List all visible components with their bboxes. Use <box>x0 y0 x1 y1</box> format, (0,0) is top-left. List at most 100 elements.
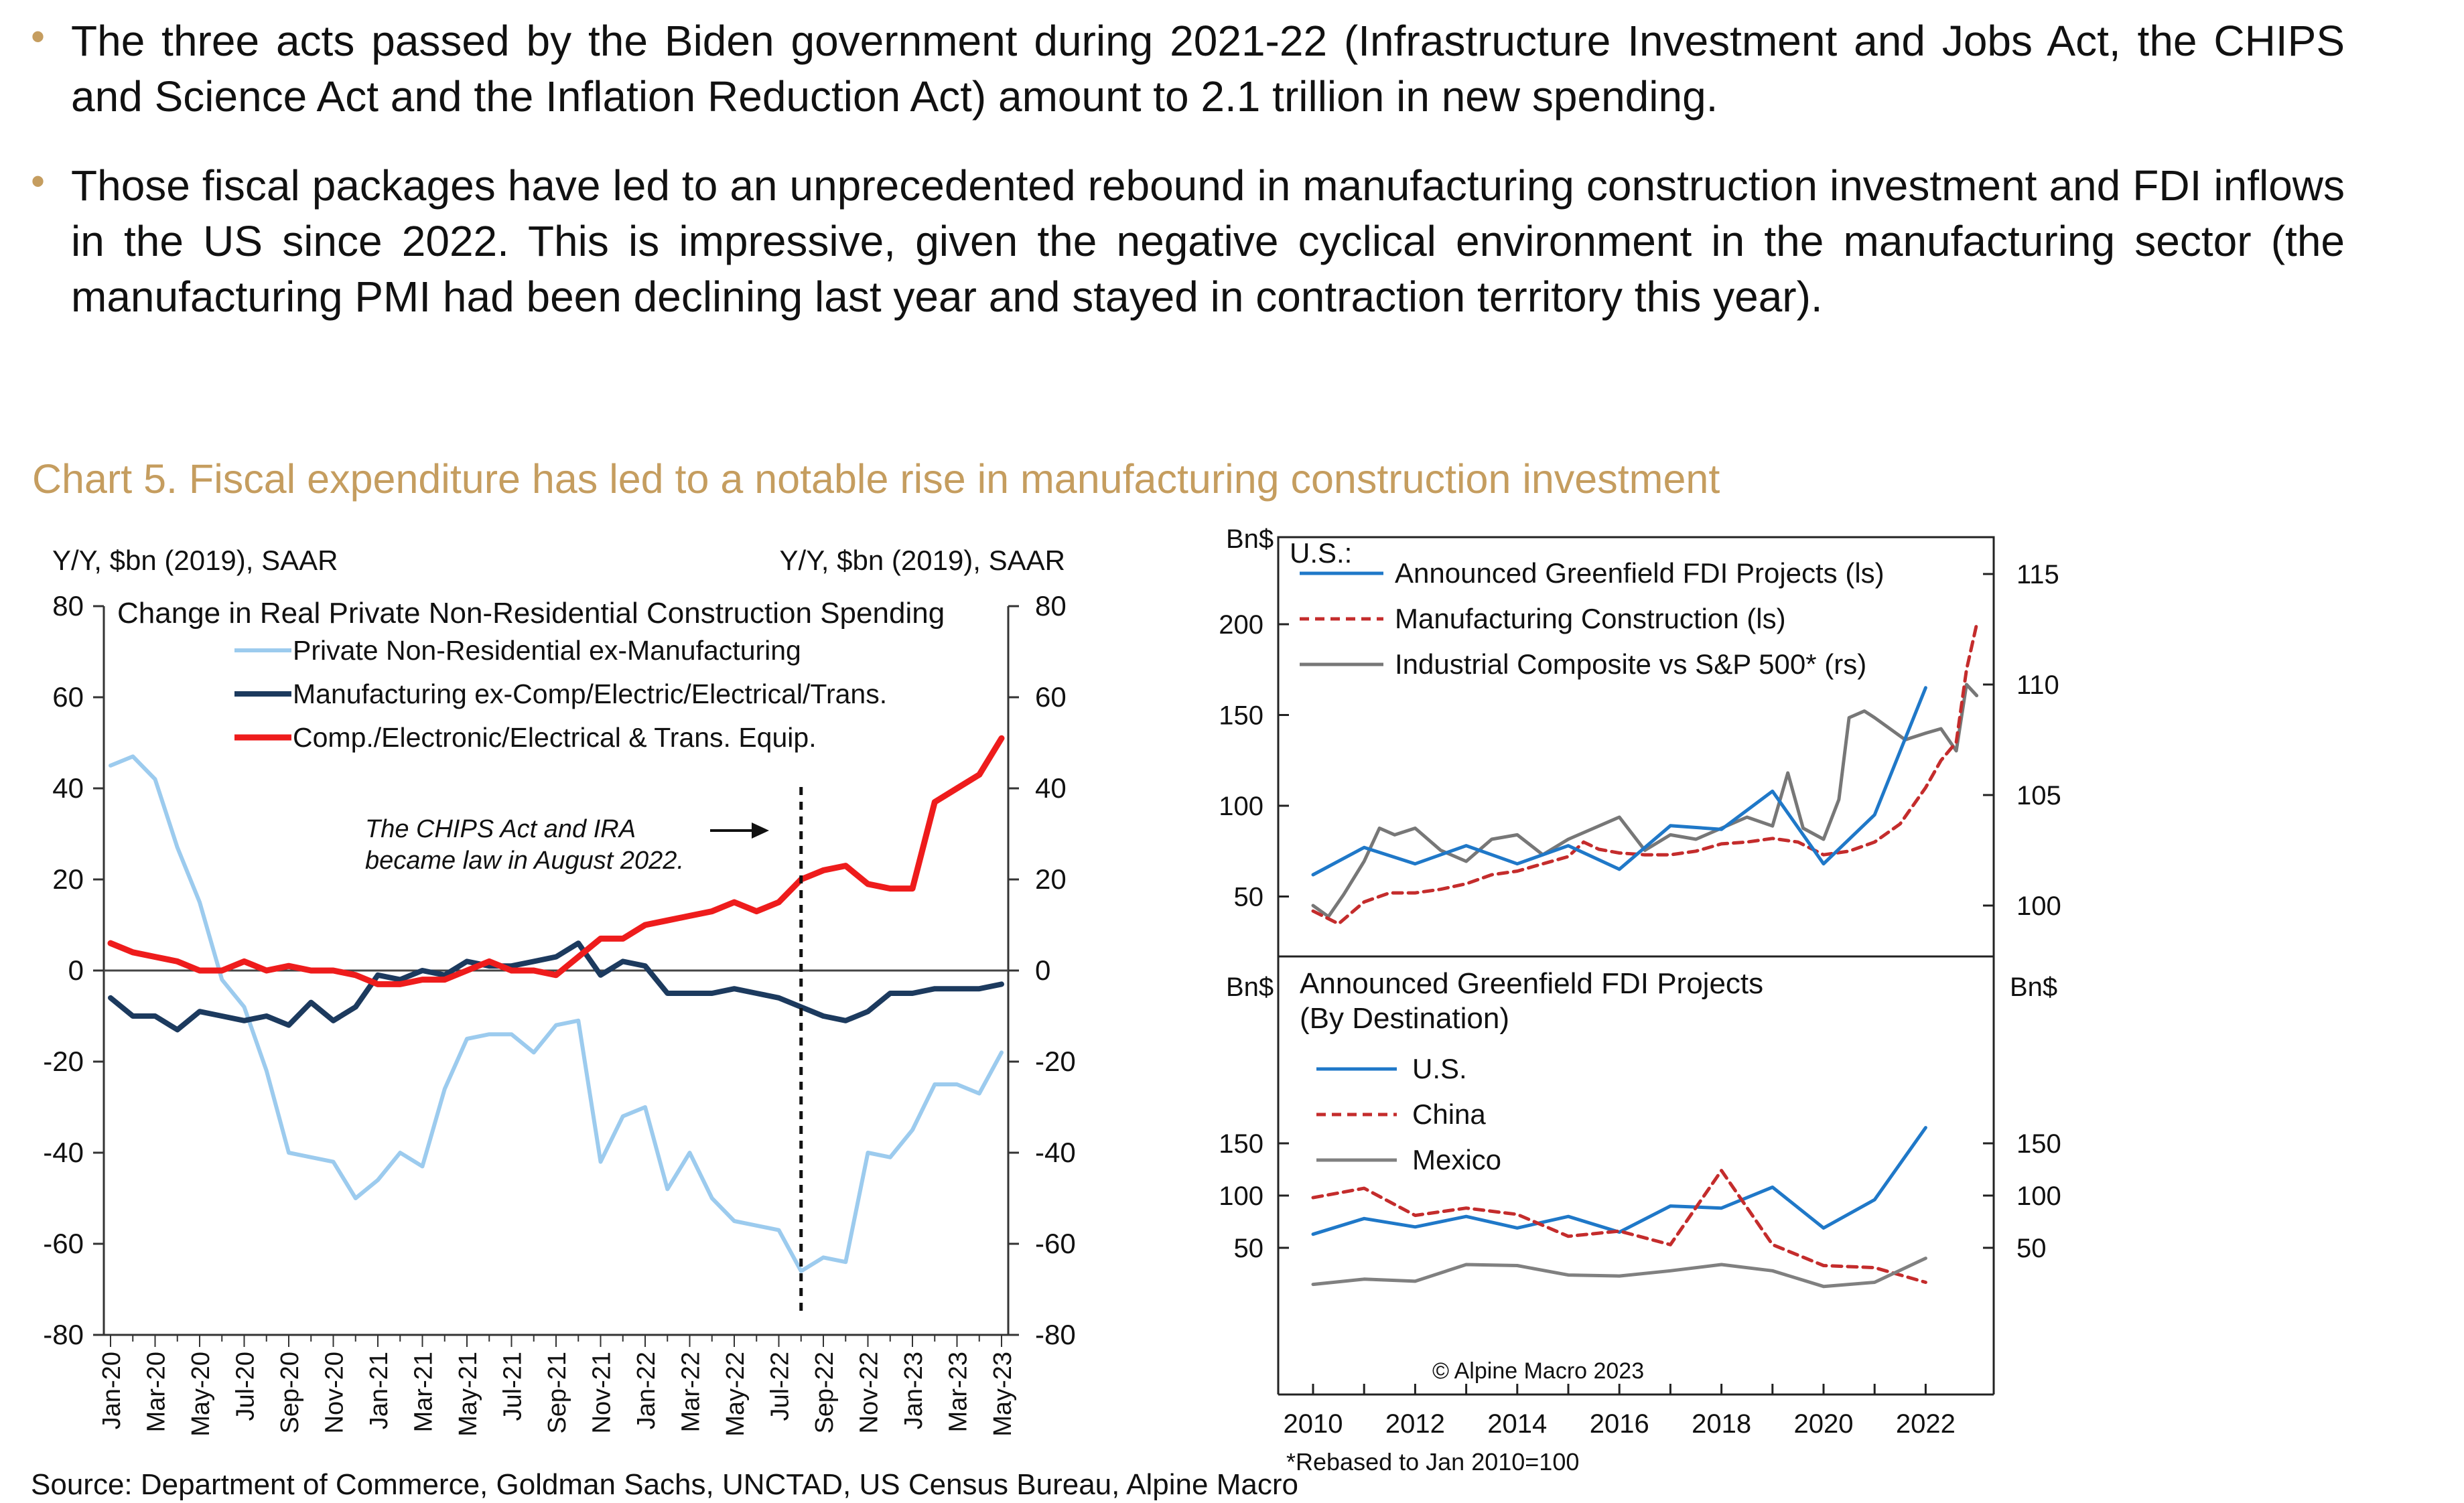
us-left-tick-label: 50 <box>1234 883 1264 912</box>
bullet-dot-icon: • <box>31 14 46 59</box>
fdi-x-tick-label: 2012 <box>1385 1409 1445 1439</box>
fdi-left-unit-label: Bn$ <box>1226 973 1274 1002</box>
fdi-legend-label: U.S. <box>1412 1053 1467 1084</box>
annotation-arrow-icon <box>752 822 769 839</box>
fdi-legend-label: China <box>1412 1098 1486 1130</box>
fdi-legend-label: Mexico <box>1412 1144 1501 1175</box>
legend-label: Comp./Electronic/Electrical & Trans. Equ… <box>293 722 817 753</box>
x-tick-label: May-23 <box>989 1352 1017 1437</box>
chart-title: Chart 5. Fiscal expenditure has led to a… <box>32 456 1720 502</box>
y-tick-label: -20 <box>43 1046 84 1077</box>
fdi-x-tick-label: 2016 <box>1590 1409 1649 1439</box>
fdi-x-tick-label: 2010 <box>1284 1409 1343 1439</box>
copyright-label: © Alpine Macro 2023 <box>1432 1358 1644 1384</box>
bullet-text: Those fiscal packages have led to an unp… <box>71 161 2345 321</box>
us-left-tick-label: 150 <box>1219 701 1263 731</box>
us-left-tick-label: 200 <box>1219 610 1263 640</box>
y-tick-label: 20 <box>1035 863 1067 895</box>
x-tick-label: May-20 <box>187 1352 215 1437</box>
x-tick-label: May-22 <box>722 1352 750 1437</box>
y-tick-label: 60 <box>52 681 84 713</box>
x-tick-label: Jul-21 <box>499 1352 527 1421</box>
series-line-2 <box>108 940 1004 1033</box>
x-tick-label: Sep-20 <box>276 1352 304 1434</box>
us-legend-label: Manufacturing Construction (ls) <box>1395 603 1786 634</box>
y-tick-label: -60 <box>1035 1228 1076 1259</box>
fdi-series-china-line <box>1311 1169 1927 1284</box>
y-tick-label: -40 <box>1035 1137 1076 1168</box>
x-tick-label: Sep-21 <box>543 1352 571 1434</box>
bullet-list: • The three acts passed by the Biden gov… <box>27 13 2345 358</box>
us-panel-frame <box>1277 536 1995 958</box>
y-tick-label: 0 <box>1035 954 1050 986</box>
us-right-tick-label: 110 <box>2016 670 2059 700</box>
fdi-left-tick-label: 150 <box>1219 1129 1263 1159</box>
x-tick-label: Jul-22 <box>766 1352 795 1421</box>
y-tick-label: 20 <box>52 863 84 895</box>
fdi-x-tick-label: 2022 <box>1896 1409 1956 1439</box>
us-left-unit-label: Bn$ <box>1226 524 1274 554</box>
fdi-x-tick-label: 2020 <box>1794 1409 1854 1439</box>
us-manufacturing-construction-line <box>1311 622 1979 926</box>
fdi-right-tick-label: 50 <box>2016 1234 2047 1263</box>
fdi-panel-subtitle: (By Destination) <box>1300 1002 1509 1035</box>
fdi-left-tick-label: 50 <box>1234 1234 1264 1263</box>
fdi-panel-title: Announced Greenfield FDI Projects <box>1300 967 1763 1000</box>
y-tick-label: 0 <box>68 954 84 986</box>
x-tick-label: Jan-20 <box>98 1352 126 1429</box>
source-note: Source: Department of Commerce, Goldman … <box>31 1468 1298 1501</box>
fdi-right-tick-label: 150 <box>2016 1129 2061 1159</box>
rebase-footnote: *Rebased to Jan 2010=100 <box>1286 1448 1579 1476</box>
series-line-3 <box>107 735 1005 987</box>
us-left-tick-label: 100 <box>1219 792 1263 821</box>
y-tick-label: -40 <box>43 1137 84 1168</box>
bullet-text: The three acts passed by the Biden gover… <box>71 17 2345 121</box>
fdi-series-us-line <box>1311 1126 1927 1236</box>
y-tick-label: 40 <box>52 772 84 804</box>
series-line-1 <box>109 754 1004 1273</box>
x-tick-label: May-21 <box>454 1352 482 1437</box>
y-tick-label: -60 <box>43 1228 84 1259</box>
y-tick-label: -80 <box>43 1319 84 1350</box>
y-tick-label: 80 <box>52 590 84 622</box>
fdi-series-mexico-line <box>1311 1257 1927 1289</box>
us-legend-label: Announced Greenfield FDI Projects (ls) <box>1395 557 1885 589</box>
y-tick-label: 80 <box>1035 590 1067 622</box>
fdi-right-tick-label: 100 <box>2016 1182 2061 1211</box>
us-legend-label: Industrial Composite vs S&P 500* (rs) <box>1395 648 1866 680</box>
x-tick-label: Mar-20 <box>143 1352 171 1432</box>
x-tick-label: Jan-21 <box>365 1352 393 1429</box>
annotation-text: The CHIPS Act and IRA <box>365 815 636 843</box>
bullet-item: • Those fiscal packages have led to an u… <box>27 158 2345 325</box>
fdi-left-tick-label: 100 <box>1219 1182 1263 1211</box>
y-tick-label: -80 <box>1035 1319 1076 1350</box>
x-tick-label: Sep-22 <box>811 1352 839 1434</box>
x-tick-label: Mar-23 <box>945 1352 973 1432</box>
y-tick-label: 60 <box>1035 681 1067 713</box>
us-panel-title: U.S.: <box>1290 537 1352 569</box>
us-fdi-projects-line <box>1311 686 1927 877</box>
x-tick-label: Mar-21 <box>410 1352 438 1432</box>
us-industrial-composite-line <box>1311 683 1979 918</box>
x-tick-label: Mar-22 <box>677 1352 705 1432</box>
bullet-dot-icon: • <box>31 159 46 204</box>
bullet-item: • The three acts passed by the Biden gov… <box>27 13 2345 125</box>
annotation-text: became law in August 2022. <box>365 847 684 875</box>
legend-label: Private Non-Residential ex-Manufacturing <box>293 635 801 666</box>
chart-a-title: Change in Real Private Non-Residential C… <box>117 597 945 630</box>
us-right-tick-label: 100 <box>2016 891 2061 921</box>
x-tick-label: Nov-20 <box>321 1352 349 1434</box>
x-tick-label: Nov-22 <box>855 1352 884 1434</box>
us-right-tick-label: 115 <box>2016 560 2059 589</box>
y-tick-label: 40 <box>1035 772 1067 804</box>
fdi-x-tick-label: 2018 <box>1692 1409 1751 1439</box>
fdi-right-unit-label: Bn$ <box>2010 973 2057 1002</box>
fdi-x-tick-label: 2014 <box>1487 1409 1547 1439</box>
us-right-tick-label: 105 <box>2016 781 2061 810</box>
right-axis-unit-label: Y/Y, $bn (2019), SAAR <box>780 545 1065 576</box>
legend-label: Manufacturing ex-Comp/Electric/Electrica… <box>293 678 887 709</box>
x-tick-label: Nov-21 <box>588 1352 616 1434</box>
left-axis-unit-label: Y/Y, $bn (2019), SAAR <box>52 545 338 576</box>
x-tick-label: Jan-23 <box>900 1352 928 1429</box>
